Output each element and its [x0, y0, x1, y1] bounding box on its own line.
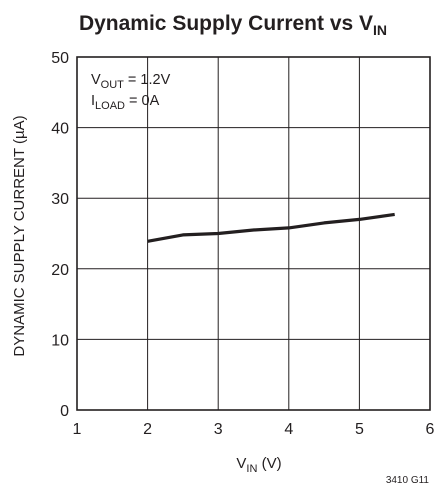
x-axis-label: VIN (V)	[236, 455, 281, 475]
x-tick-label-0: 1	[73, 421, 82, 438]
chart-title: Dynamic Supply Current vs VIN	[79, 12, 387, 38]
x-tick-label-1: 2	[143, 421, 152, 438]
x-tick-label-4: 5	[355, 421, 364, 438]
x-axis-label-main: V	[236, 455, 246, 472]
x-axis-label-subscript: IN	[246, 463, 257, 475]
annotation-0: VOUT = 1.2V	[91, 72, 171, 91]
grid-lines	[77, 57, 430, 410]
plot-frame	[76, 56, 431, 411]
y-tick-label-1: 10	[51, 332, 69, 349]
annotation-1: ILOAD = 0A	[91, 93, 160, 112]
annotations: VOUT = 1.2V ILOAD = 0A	[91, 72, 171, 112]
y-tick-label-2: 20	[51, 262, 69, 279]
y-axis-label: DYNAMIC SUPPLY CURRENT (µA)	[11, 115, 28, 356]
y-tick-label-5: 50	[51, 50, 69, 67]
chart-title-main: Dynamic Supply Current vs V	[79, 12, 373, 35]
x-tick-label-3: 4	[284, 421, 293, 438]
figure-id: 3410 G11	[386, 475, 430, 486]
x-axis-label-unit: (V)	[257, 455, 281, 472]
series-line-0	[147, 212, 395, 243]
tick-labels: 1 2 3 4 5 6 0 10 20 30 40 50	[51, 50, 434, 438]
chart-title-subscript: IN	[373, 22, 387, 38]
y-tick-label-4: 40	[51, 121, 69, 138]
x-tick-label-5: 6	[426, 421, 435, 438]
y-tick-label-0: 0	[60, 403, 69, 420]
x-tick-label-2: 3	[214, 421, 223, 438]
data-series	[147, 212, 395, 243]
axes	[76, 56, 431, 411]
y-tick-label-3: 30	[51, 191, 69, 208]
